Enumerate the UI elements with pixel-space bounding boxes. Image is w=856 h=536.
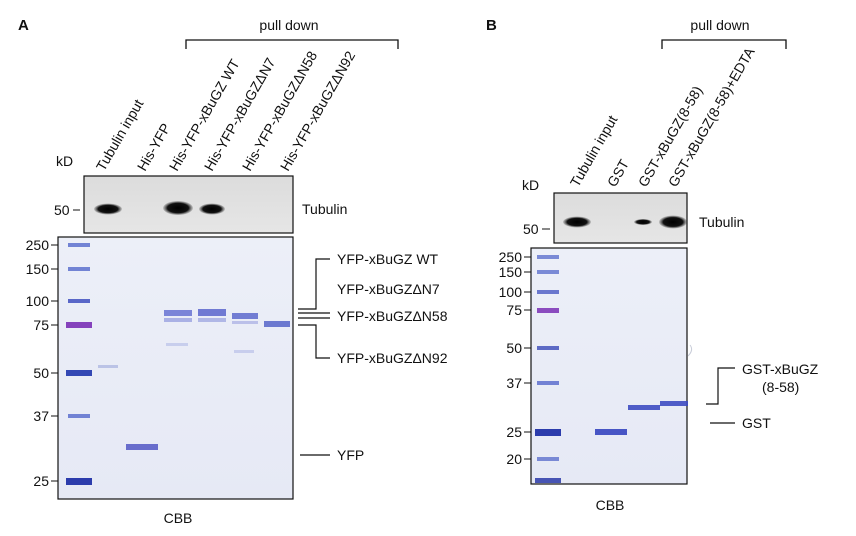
panel-b: B pull down Tubulin input GST GST-xBuGZ(… bbox=[486, 17, 819, 513]
panel-a-band-label-lines bbox=[298, 258, 330, 456]
panel-a-mw-100: 100 bbox=[26, 293, 50, 309]
panel-a-mw-75: 75 bbox=[33, 317, 49, 333]
panel-b-mw-75: 75 bbox=[506, 302, 522, 318]
panel-a-gel-bands bbox=[98, 309, 290, 450]
panel-b-pull-down-bracket bbox=[661, 39, 787, 49]
panel-a-kd-label: kD bbox=[56, 153, 73, 169]
panel-b-blot-target-label: Tubulin bbox=[699, 214, 744, 230]
panel-a-mw-250: 250 bbox=[26, 237, 50, 253]
panel-a-blot-band-wt bbox=[163, 201, 193, 215]
panel-b-cbb-gel bbox=[530, 247, 688, 485]
panel-a-stain-label: CBB bbox=[164, 510, 193, 526]
panel-b-mw-150: 150 bbox=[499, 264, 523, 280]
panel-b-mw-25: 25 bbox=[506, 424, 522, 440]
panel-a-label-dn58: YFP-xBuGZΔN58 bbox=[337, 308, 448, 324]
panel-a-cbb-gel bbox=[57, 236, 294, 500]
panel-a-marker-ladder bbox=[66, 243, 92, 485]
panel-a: A pull down Tubulin input His-YFP His-YF… bbox=[18, 17, 448, 526]
panel-b-stain-label: CBB bbox=[596, 497, 625, 513]
panel-b-mw-250: 250 bbox=[499, 249, 523, 265]
panel-b-label-gst-xbugz-line2: (8-58) bbox=[762, 379, 799, 395]
panel-b-mw-50: 50 bbox=[506, 340, 522, 356]
panel-a-letter: A bbox=[18, 17, 29, 34]
panel-b-pull-down-label: pull down bbox=[690, 17, 749, 33]
panel-a-label-yfp: YFP bbox=[337, 447, 364, 463]
panel-b-label-gst-xbugz-line1: GST-xBuGZ bbox=[742, 361, 819, 377]
panel-b-mw-100: 100 bbox=[499, 284, 523, 300]
panel-a-pull-down-label: pull down bbox=[259, 17, 318, 33]
panel-a-blot-target-label: Tubulin bbox=[302, 201, 347, 217]
panel-a-pull-down-bracket bbox=[185, 39, 399, 49]
panel-a-blot-band-dn7 bbox=[199, 203, 225, 215]
panel-b-letter: B bbox=[486, 17, 497, 34]
panel-a-blot-band-input bbox=[94, 203, 122, 215]
panel-a-mw-37: 37 bbox=[33, 408, 49, 424]
panel-a-lane-his-yfp-xbugz-dn92: His-YFP-xBuGZΔN92 bbox=[277, 48, 359, 173]
panel-a-label-dn7: YFP-xBuGZΔN7 bbox=[337, 281, 440, 297]
panel-b-kd-label: kD bbox=[522, 177, 539, 193]
panel-a-marker-ticks bbox=[51, 244, 58, 482]
panel-a-mw-25: 25 bbox=[33, 473, 49, 489]
panel-a-label-wt: YFP-xBuGZ WT bbox=[337, 251, 439, 267]
panel-b-lane-gst: GST bbox=[604, 156, 632, 189]
panel-b-blot-marker: 50 bbox=[523, 221, 539, 237]
panel-b-label-gst: GST bbox=[742, 415, 771, 431]
panel-a-blot-marker: 50 bbox=[54, 202, 70, 218]
panel-b-blot-band-xbugz bbox=[634, 219, 652, 225]
panel-b-marker-ladder bbox=[535, 255, 561, 483]
panel-b-gel-bands bbox=[595, 344, 693, 435]
panel-b-blot-band-input bbox=[563, 216, 591, 228]
panel-b-mw-20: 20 bbox=[506, 451, 522, 467]
panel-b-blot-band-edta bbox=[659, 215, 687, 229]
panel-a-mw-150: 150 bbox=[26, 261, 50, 277]
panel-b-marker-ticks bbox=[524, 256, 531, 460]
panel-a-mw-50: 50 bbox=[33, 365, 49, 381]
panel-a-label-dn92: YFP-xBuGZΔN92 bbox=[337, 350, 448, 366]
panel-b-band-label-lines bbox=[706, 367, 735, 424]
panel-b-mw-37: 37 bbox=[506, 375, 522, 391]
